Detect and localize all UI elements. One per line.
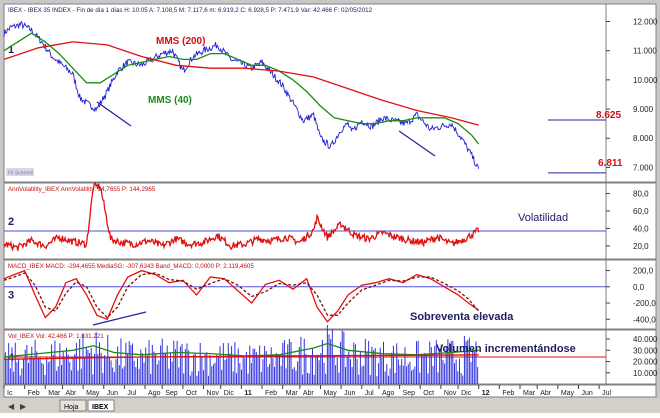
sheet-tab-bg (87, 399, 115, 412)
x-tick-label: May (323, 390, 337, 397)
y-tick-label: 200,0 (633, 267, 654, 276)
panel-2: 80,0 60,0 40,0 20,0 AnnVolatility_IBEX AnnVo… (3, 182, 657, 260)
x-tick-label: Nov (444, 390, 457, 397)
x-tick-label: Mar (48, 390, 61, 397)
x-tick-label: May (86, 390, 100, 397)
y-tick-label: 9.000 (633, 105, 654, 114)
panel-3-axis-area (605, 259, 657, 330)
x-tick-label: Oct (186, 390, 197, 397)
prev-sheet-icon[interactable]: ◀ (8, 402, 15, 411)
next-sheet-icon[interactable]: ▶ (20, 402, 27, 411)
x-tick-label: Abr (303, 390, 315, 397)
panel-2-header: AnnVolatility_IBEX AnnVolatility: 34,765… (8, 186, 156, 193)
x-tick-label: Jul (365, 390, 374, 397)
y-tick-label: 0,0 (633, 283, 645, 292)
sheet-tab-bg (59, 399, 87, 412)
y-tick-label: 7.000 (633, 163, 654, 172)
y-tick-label: 60,0 (633, 207, 649, 216)
y-tick-label: 8.000 (633, 134, 654, 143)
trend-line (92, 311, 147, 326)
y-tick-label: 10.000 (633, 369, 658, 378)
panel-3-plot-area (3, 259, 607, 330)
y-tick-label: 30.000 (633, 346, 658, 355)
y-tick-label: 40.000 (633, 335, 658, 344)
trend-line (96, 101, 132, 127)
panel-3-header: MACD_IBEX MACD: -294,4655 MediaSG: -307,… (8, 263, 254, 270)
series-macd (3, 269, 480, 323)
x-tick-label: Jun (107, 390, 118, 397)
x-tick-label: 12 (482, 390, 490, 397)
trend-line (398, 130, 436, 157)
x-axis-area (3, 384, 657, 398)
x-tick-label: Dic (461, 390, 472, 397)
x-tick-label: Ago (148, 390, 161, 397)
x-tick-label: Jul (602, 390, 611, 397)
series-annvolatility (3, 182, 480, 252)
panel-1-plot-area (3, 3, 607, 183)
x-tick-label: Feb (265, 390, 277, 397)
x-tick-label: Mar (523, 390, 536, 397)
x-tick-label: Nov (207, 390, 220, 397)
y-tick-label: 80,0 (633, 189, 649, 198)
annotation-sobreventa-elevada: Sobreventa elevada (410, 311, 514, 323)
annotation-mms-40-: MMS (40) (148, 95, 192, 106)
x-tick-label: Feb (28, 390, 40, 397)
panel-number: 3 (8, 290, 14, 302)
x-tick-label: Abr (65, 390, 77, 397)
annotation-volumen-increment-ndose: Volumen incrementándose (436, 343, 576, 355)
series-mms-40- (3, 32, 480, 145)
panel-2-plot-area (3, 182, 607, 260)
y-tick-label: -200,0 (633, 299, 656, 308)
panel-1-header: IBEX - IBEX 35 INDEX - Fin de día 1 días… (8, 7, 373, 14)
x-tick-label: Mar (286, 390, 299, 397)
sheet-tab-ibex[interactable]: IBEX (87, 399, 115, 412)
x-tick-label: Feb (502, 390, 514, 397)
annotation-8-625: 8.625 (596, 110, 621, 121)
sheet-tab-label: Hoja (64, 404, 79, 411)
panel-number: 1 (8, 44, 14, 56)
x-tick-label: Ago (382, 390, 395, 397)
panel-number: 2 (8, 216, 14, 228)
sheet-tab-bar (0, 398, 660, 413)
y-tick-label: 20.000 (633, 358, 658, 367)
annotation-mms-200-: MMS (200) (156, 36, 205, 47)
y-tick-label: 40,0 (633, 224, 649, 233)
x-tick-label: Sep (165, 390, 178, 397)
sheet-tab-label: IBEX (92, 404, 109, 411)
x-tick-label: Abr (540, 390, 552, 397)
series-media-larga (3, 354, 479, 360)
x-tick-label: Jun (581, 390, 592, 397)
x-tick-label: Jul (127, 390, 136, 397)
x-tick-label: Jun (344, 390, 355, 397)
x-tick-label: 11 (244, 390, 252, 397)
y-tick-label: 12.000 (633, 18, 658, 27)
watermark-label: Fit Scheme (8, 171, 34, 177)
x-tick-label: Sep (403, 390, 416, 397)
x-tick-label: May (561, 390, 575, 397)
panel-4-header: Vol_IBEX Vol: 42.466 P: 1.831.221 (8, 333, 104, 340)
x-tick-label: Dic (224, 390, 235, 397)
series-mediasg (3, 272, 480, 319)
panel-1: 12.000 11.000 10.000 9.000 8.000 7.000 IBEX - … (3, 3, 658, 183)
annotation-volatilidad: Volatilidad (518, 212, 568, 224)
series-mms-200- (3, 41, 479, 126)
y-tick-label: -400,0 (633, 315, 656, 324)
x-tick-label: Oct (423, 390, 434, 397)
annotation-6-811: 6.811 (598, 158, 623, 169)
panel-2-axis-area (605, 182, 657, 260)
watermark-badge (6, 168, 34, 176)
x-tick-label: Ic (7, 390, 13, 397)
panel-1-axis-area (605, 3, 657, 183)
sheet-tab-hoja[interactable]: Hoja (59, 399, 87, 412)
y-tick-label: 11.000 (633, 47, 657, 56)
y-tick-label: 10.000 (633, 76, 658, 85)
y-tick-label: 20,0 (633, 242, 649, 251)
